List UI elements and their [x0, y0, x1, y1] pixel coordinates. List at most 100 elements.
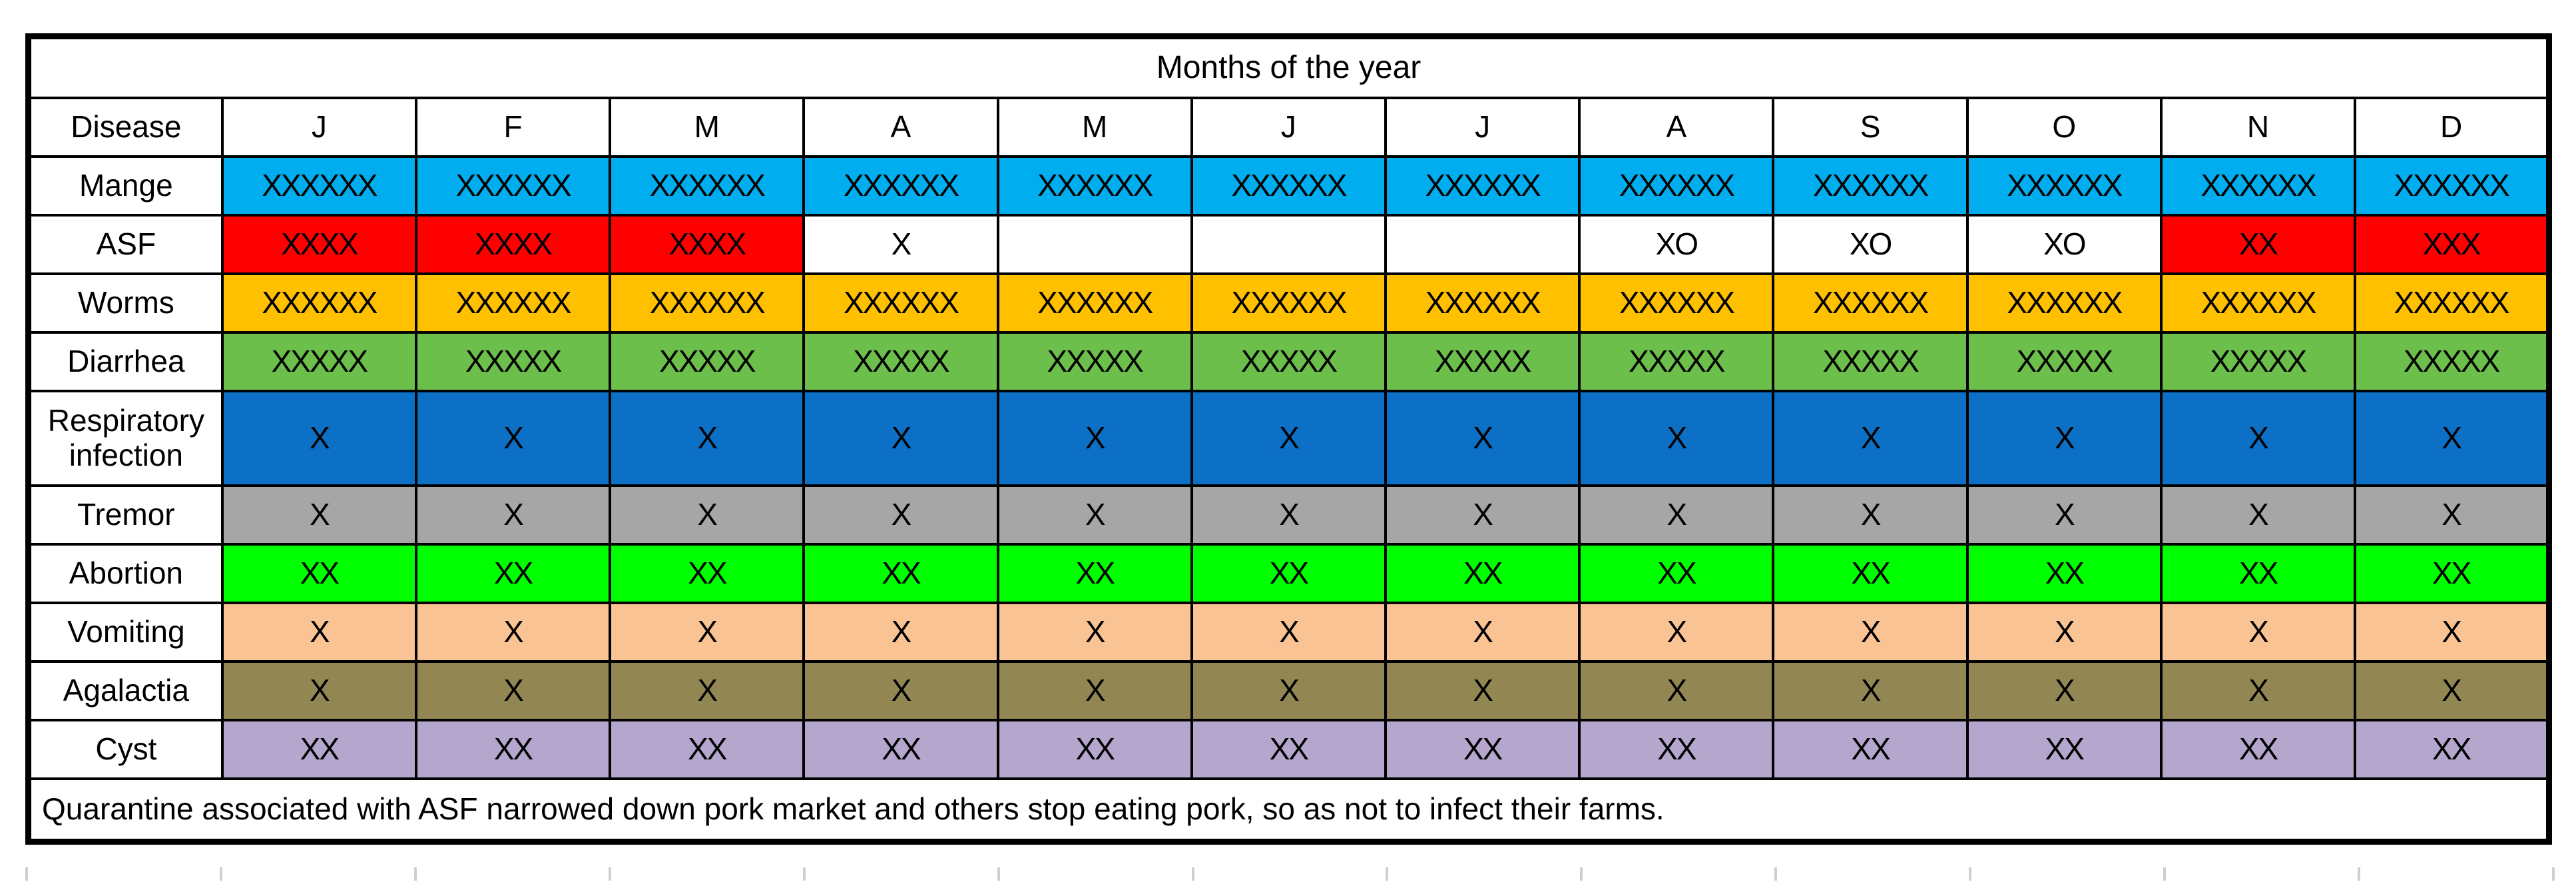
month-cell: X: [1190, 602, 1388, 663]
month-cell: XX: [414, 543, 612, 604]
column-tick: [2358, 867, 2360, 881]
month-cell: XXXXXX: [609, 155, 806, 217]
month-cell: XXXXXX: [1190, 155, 1388, 217]
month-cell: X: [996, 484, 1193, 546]
month-cell: X: [2159, 602, 2357, 663]
month-cell: XX: [1965, 543, 2163, 604]
table-foot: Quarantine associated with ASF narrowed …: [27, 777, 2551, 843]
disease-row: Cyst XX XX XX XX XX XX XX XX XX XX XX XX: [27, 719, 2551, 780]
month-cell: XX: [609, 543, 806, 604]
month-cell: XXXXXX: [996, 155, 1193, 217]
month-cell: X: [2159, 484, 2357, 546]
month-cell: X: [802, 390, 999, 487]
month-cell: XXXXXX: [2159, 155, 2357, 217]
month-cell: X: [2354, 602, 2551, 663]
month-cell: XXXXXX: [2354, 155, 2551, 217]
month-cell: X: [220, 602, 417, 663]
month-cell: XXXXX: [802, 331, 999, 392]
month-cell: XX: [2159, 719, 2357, 780]
month-cell: XXXXXX: [1772, 155, 1969, 217]
month-cell: XXXXXX: [220, 155, 417, 217]
month-cell: XXXXXX: [1772, 272, 1969, 334]
disease-label: Diarrhea: [27, 331, 224, 392]
month-cell: XXXX: [609, 214, 806, 275]
month-cell: X: [220, 484, 417, 546]
month-cell: X: [1772, 484, 1969, 546]
month-cell: XXXXXX: [996, 272, 1193, 334]
disease-row: Worms XXXXXX XXXXXX XXXXXX XXXXXX XXXXXX XXXXX…: [27, 272, 2551, 334]
column-header-month-nov: N: [2159, 97, 2357, 158]
month-cell: XXXXXX: [1965, 155, 2163, 217]
month-cell: X: [2354, 484, 2551, 546]
column-tick: [803, 867, 806, 881]
month-cell: [996, 214, 1193, 275]
month-cell: XXXXXX: [1384, 155, 1581, 217]
month-cell: X: [2159, 390, 2357, 487]
column-header-month-apr: A: [802, 97, 999, 158]
month-cell: X: [1965, 660, 2163, 721]
month-cell: X: [1190, 484, 1388, 546]
month-cell: XX: [1384, 543, 1581, 604]
disease-row: Diarrhea XXXXX XXXXX XXXXX XXXXX XXXXX XXXXX XX…: [27, 331, 2551, 392]
month-cell: X: [1965, 602, 2163, 663]
column-tick: [1192, 867, 1194, 881]
month-cell: XO: [1772, 214, 1969, 275]
month-cell: XXXXXX: [414, 155, 612, 217]
month-cell: XX: [1384, 719, 1581, 780]
column-tick: [1774, 867, 1777, 881]
month-cell: X: [2159, 660, 2357, 721]
month-cell: X: [996, 602, 1193, 663]
month-cell: XXXXX: [1772, 331, 1969, 392]
month-cell: X: [609, 484, 806, 546]
month-cell: X: [1772, 660, 1969, 721]
disease-label: Tremor: [27, 484, 224, 546]
month-cell: XX: [1190, 543, 1388, 604]
month-cell: X: [220, 660, 417, 721]
month-cell: XXXX: [220, 214, 417, 275]
month-cell: XX: [802, 543, 999, 604]
month-cell: XXXXXX: [414, 272, 612, 334]
column-tick: [25, 867, 28, 881]
title-row: Months of the year: [27, 35, 2551, 99]
month-cell: X: [609, 602, 806, 663]
month-cell: XXXXXX: [802, 272, 999, 334]
month-cell: X: [414, 484, 612, 546]
disease-row: Respiratory infection X X X X X X X X X X X X: [27, 390, 2551, 487]
month-cell: XX: [2159, 214, 2357, 275]
month-cell: X: [802, 660, 999, 721]
month-cell: XX: [220, 719, 417, 780]
month-cell: XXXXX: [2354, 331, 2551, 392]
month-cell: XO: [1578, 214, 1775, 275]
column-header-disease: Disease: [27, 97, 224, 158]
table-title: Months of the year: [27, 35, 2551, 99]
month-cell: XXXXXX: [1965, 272, 2163, 334]
month-cell: [1384, 214, 1581, 275]
month-cell: XXXXXX: [1384, 272, 1581, 334]
column-tick: [2163, 867, 2166, 881]
month-cell: XXXXXX: [1190, 272, 1388, 334]
month-header-row: Disease J F M A M J J A S O N D: [27, 97, 2551, 158]
column-tick: [414, 867, 417, 881]
column-header-month-feb: F: [414, 97, 612, 158]
column-tick: [1386, 867, 1388, 881]
month-cell: X: [1578, 484, 1775, 546]
disease-label: Abortion: [27, 543, 224, 604]
month-cell: XXXXX: [1384, 331, 1581, 392]
month-cell: XXXXX: [220, 331, 417, 392]
month-cell: XXXXX: [2159, 331, 2357, 392]
column-tick: [220, 867, 222, 881]
month-cell: X: [1190, 390, 1388, 487]
month-cell: X: [802, 484, 999, 546]
month-cell: XX: [1578, 543, 1775, 604]
footnote-row: Quarantine associated with ASF narrowed …: [27, 777, 2551, 843]
month-cell: XXXXXX: [220, 272, 417, 334]
month-cell: X: [1965, 484, 2163, 546]
month-cell: XXXXX: [609, 331, 806, 392]
month-cell: X: [1384, 390, 1581, 487]
table-body: Mange XXXXXX XXXXXX XXXXXX XXXXXX XXXXXX XXXXX…: [27, 155, 2551, 780]
month-cell: XX: [414, 719, 612, 780]
disease-row: Agalactia X X X X X X X X X X X X: [27, 660, 2551, 721]
month-cell: XX: [996, 543, 1193, 604]
column-header-month-jul: J: [1384, 97, 1581, 158]
disease-row: Tremor X X X X X X X X X X X X: [27, 484, 2551, 546]
